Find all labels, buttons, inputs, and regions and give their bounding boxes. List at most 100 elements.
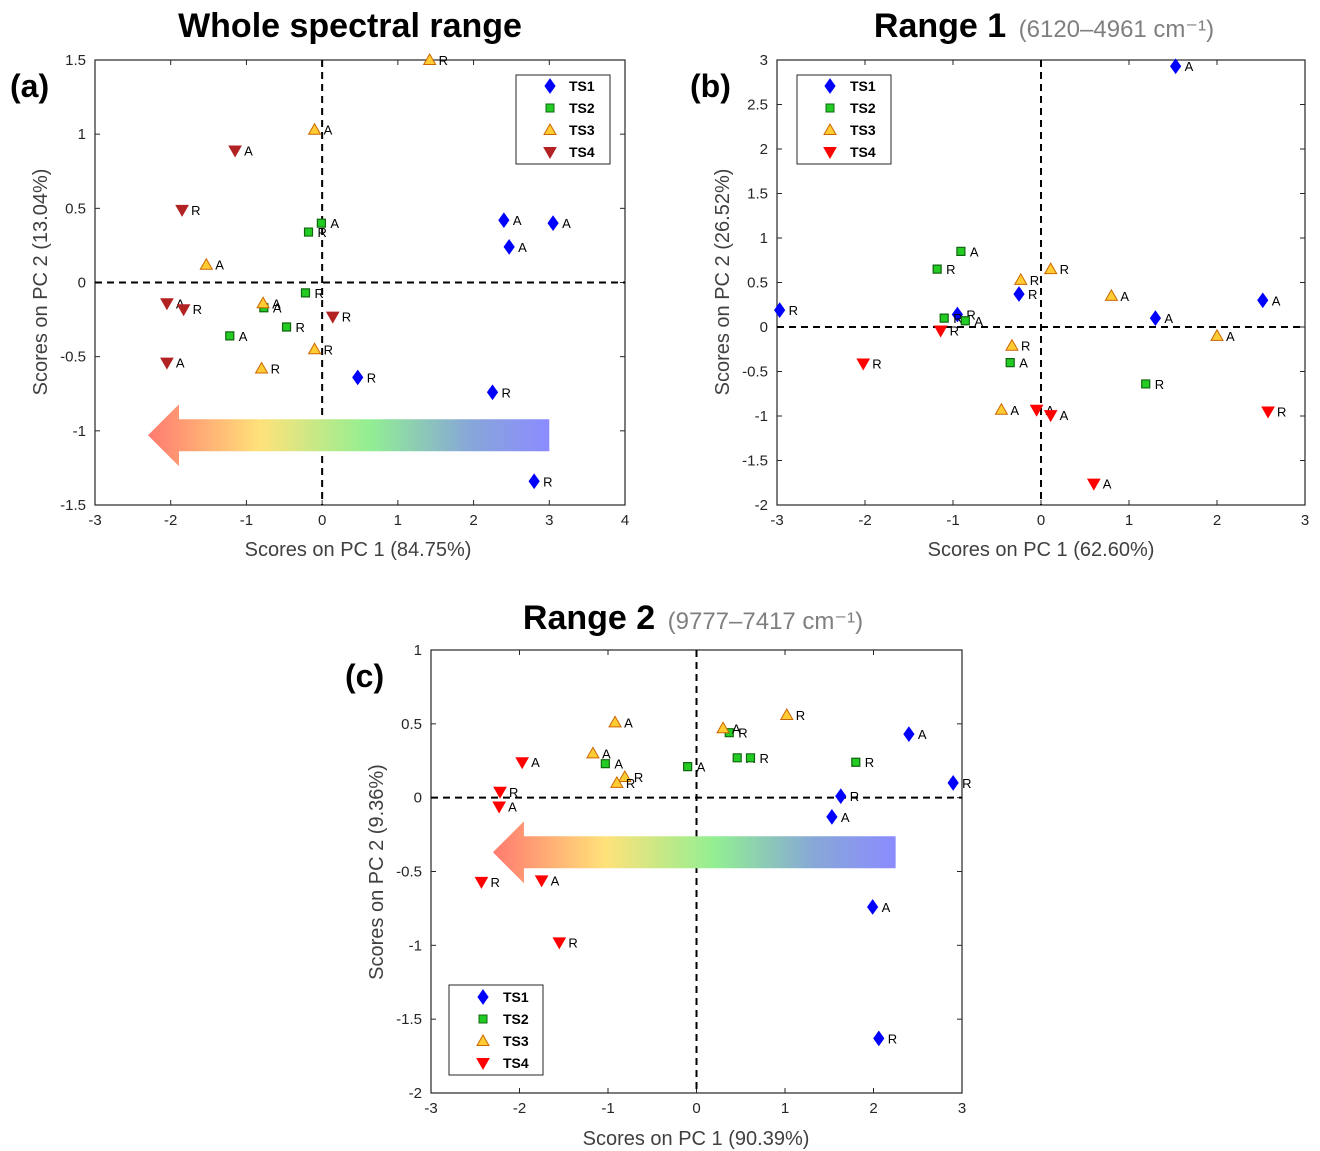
panel-b: Range 1 (6120–4961 cm⁻¹) (b) Scores on P… [690, 7, 1309, 561]
point-label: A [215, 258, 224, 273]
point-label: R [865, 755, 874, 770]
point-ts2 [225, 331, 235, 341]
y-tick-label: -0.5 [396, 864, 422, 881]
point-label: R [1060, 262, 1069, 277]
point-label: R [271, 362, 280, 377]
legend-marker-ts3-a [543, 122, 557, 135]
legend-item-ts2-b: TS2 [825, 100, 876, 116]
legend-a: TS1 TS2 TS3 TS4 [515, 74, 611, 165]
point-ts2 [683, 762, 693, 772]
point-ts4 [515, 757, 530, 770]
point-label: R [789, 303, 798, 318]
point-ts1 [1257, 292, 1269, 309]
panel-label-b: (b) [690, 68, 731, 104]
point-label: A [244, 143, 253, 158]
x-tick-label: -2 [858, 512, 871, 529]
point-label: R [950, 324, 959, 339]
y-tick-label: 1.5 [747, 186, 768, 203]
point-ts3 [617, 769, 632, 782]
point-ts1 [951, 306, 964, 323]
legend-item-ts1-a: TS1 [544, 78, 595, 94]
x-tick-label: -2 [164, 512, 177, 529]
point-ts1 [503, 239, 515, 255]
point-label: R [966, 308, 975, 323]
y-tick-label: -1 [409, 937, 422, 954]
point-ts1 [528, 473, 540, 490]
y-tick-label: -2 [409, 1085, 422, 1102]
legend-label-ts4-a: TS4 [569, 144, 595, 160]
legend-marker-ts1-b [824, 78, 836, 94]
x-tick-label: 0 [692, 1100, 700, 1117]
point-ts3 [1210, 328, 1224, 341]
plot-area-a: -3 -2 -1 0 1 2 3 4-1.5-1-0.500.511.5A AARRRARRAR… [60, 52, 629, 529]
panel-label-a: (a) [10, 68, 49, 104]
plot-area-c: -3-2-10123-2-1.5-1-0.500.51ARRAARRARRAAA… [396, 642, 971, 1117]
point-ts2 [732, 753, 742, 763]
point-label: A [551, 873, 560, 888]
legend-label-ts1-a: TS1 [569, 78, 595, 94]
point-ts2 [956, 246, 966, 256]
chart-title-c: Range 2 (9777–7417 cm⁻¹) [523, 599, 863, 637]
point-ts2 [932, 264, 942, 274]
legend-marker-ts3-b [823, 122, 837, 135]
y-axis-label-c: Scores on PC 2 (9.36%) [366, 764, 388, 980]
y-tick-label: -2 [755, 497, 768, 514]
point-ts4 [534, 875, 549, 888]
legend-label-ts2-c: TS2 [503, 1011, 529, 1027]
point-label: A [272, 296, 281, 311]
point-label: R [1028, 287, 1037, 302]
point-label: A [614, 757, 623, 772]
x-axis-label-c: Scores on PC 1 (90.39%) [583, 1128, 810, 1150]
y-tick-label: 0.5 [747, 275, 768, 292]
legend-box-b [796, 74, 892, 165]
point-label: A [273, 301, 282, 316]
point-ts2 [939, 313, 949, 323]
x-tick-label: -3 [88, 512, 101, 529]
legend-marker-ts2-b [825, 103, 835, 113]
legend-marker-ts4-b [823, 147, 837, 160]
point-ts1 [1170, 58, 1182, 75]
point-ts4 [474, 876, 489, 889]
legend-marker-ts1-a [544, 78, 556, 94]
x-tick-label: -3 [424, 1100, 437, 1117]
point-ts3 [1013, 272, 1028, 285]
point-label: R [439, 53, 448, 68]
x-axis-label-b: Scores on PC 1 (62.60%) [928, 539, 1155, 561]
point-ts3 [1043, 262, 1058, 275]
point-ts3 [994, 402, 1009, 415]
point-label: A [176, 296, 185, 311]
y-tick-label: 1 [78, 126, 86, 143]
legend-marker-ts2-c [478, 1014, 488, 1024]
legend-item-ts3-a: TS3 [543, 122, 595, 138]
point-ts3 [422, 52, 437, 65]
y-tick-label: 0 [78, 275, 86, 292]
legend-label-ts3-b: TS3 [850, 122, 876, 138]
point-ts3 [256, 296, 270, 309]
point-ts4 [492, 801, 507, 814]
legend-label-ts3-c: TS3 [503, 1033, 529, 1049]
legend-item-ts3-b: TS3 [823, 122, 876, 138]
point-label: A [841, 810, 850, 825]
legend-label-ts1-b: TS1 [850, 78, 876, 94]
x-tick-label: 1 [394, 512, 402, 529]
legend-marker-ts2-a [545, 103, 555, 113]
point-label: R [367, 370, 376, 385]
point-label: R [568, 935, 577, 950]
y-tick-label: 0.5 [65, 200, 86, 217]
x-tick-label: -3 [770, 512, 783, 529]
point-ts4 [325, 311, 340, 324]
legend-box-a [515, 74, 611, 165]
point-label: A [1120, 289, 1129, 304]
y-tick-label: 0 [760, 319, 768, 336]
point-label: R [626, 776, 635, 791]
series-ts4-a: ARA R RA [160, 143, 351, 371]
point-label: A [1060, 408, 1069, 423]
point-ts3 [199, 257, 214, 270]
point-label: A [239, 329, 248, 344]
point-label: A [330, 216, 339, 231]
panel-c: Range 2 (9777–7417 cm⁻¹) (c) Scores on P… [345, 599, 972, 1150]
point-ts2 [316, 218, 326, 228]
